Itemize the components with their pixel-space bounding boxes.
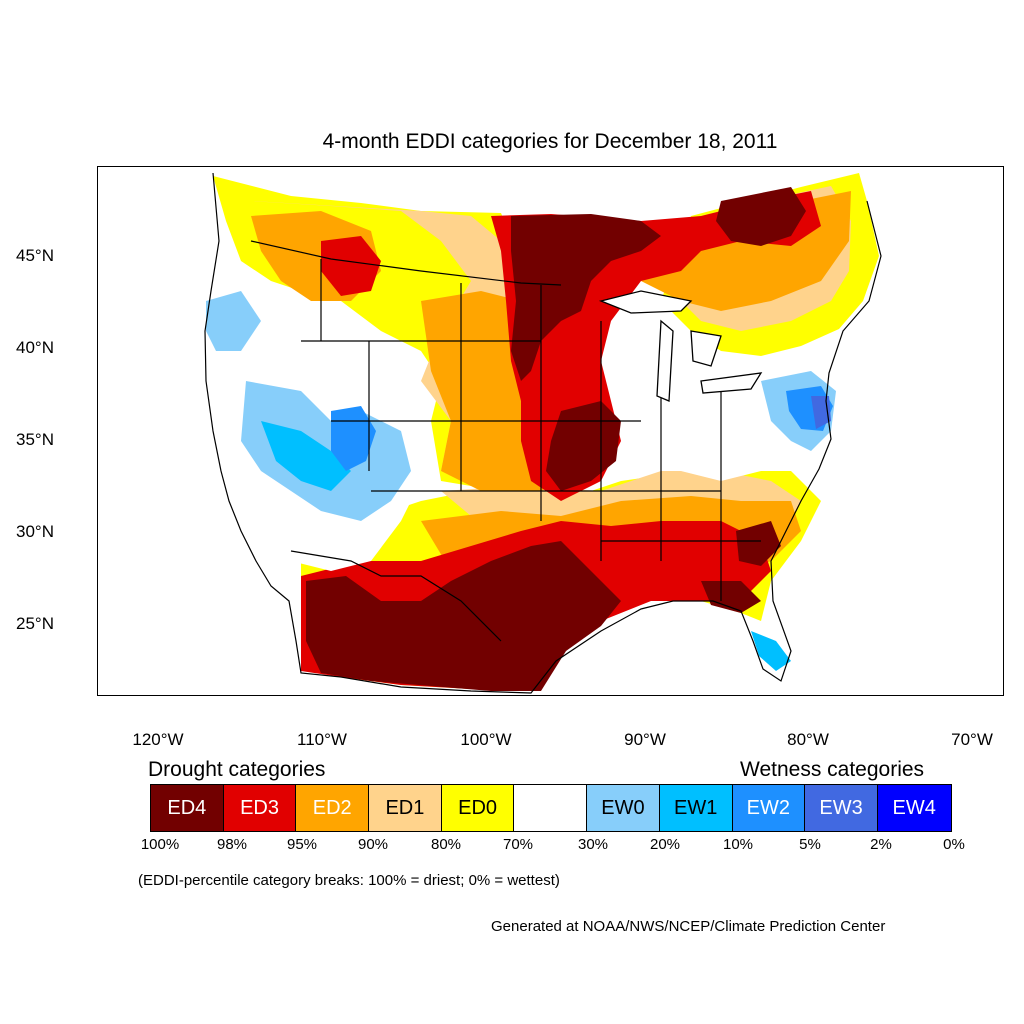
legend-swatch-ed4: ED4 — [151, 785, 224, 831]
ed4-region-mid — [546, 401, 621, 491]
pct-label: 30% — [577, 836, 609, 853]
pct-label: 100% — [140, 836, 180, 853]
legend-swatch-ew1: EW1 — [659, 785, 733, 831]
boundaries — [204, 172, 882, 694]
pct-label: 2% — [870, 836, 892, 853]
legend-swatch-ed2: ED2 — [296, 785, 370, 831]
state-line — [301, 259, 761, 601]
ed4-region-northeast — [716, 187, 806, 246]
lat-label-45: 45°N — [16, 246, 54, 265]
us-outline — [204, 172, 882, 694]
ew1-region-west — [261, 421, 351, 491]
pct-label: 20% — [649, 836, 681, 853]
legend-swatch-ed0: ED0 — [441, 785, 515, 831]
drought-header: Drought categories — [148, 758, 326, 781]
pct-label: 95% — [286, 836, 318, 853]
pct-label: 98% — [216, 836, 248, 853]
legend-swatch-ed3: ED3 — [223, 785, 297, 831]
lon-label-100: 100°W — [460, 730, 512, 749]
legend-swatch-ew4: EW4 — [877, 785, 951, 831]
ed4-region-north — [511, 214, 661, 381]
ed4-region-south — [306, 541, 621, 691]
ew0-region-pacific — [206, 291, 261, 351]
ew1-region-florida — [751, 631, 791, 671]
lon-label-90: 90°W — [624, 730, 666, 749]
great-lakes — [598, 290, 763, 402]
lat-label-40: 40°N — [16, 338, 54, 357]
neutral-region-mid — [621, 386, 671, 451]
pct-label: 70% — [502, 836, 534, 853]
legend-swatch-ew0: EW0 — [587, 785, 660, 831]
ed4-region-southeast — [701, 581, 761, 613]
lat-label-25: 25°N — [16, 614, 54, 633]
pct-label: 90% — [357, 836, 389, 853]
lon-label-110: 110°W — [297, 730, 347, 749]
wetness-header: Wetness categories — [740, 758, 925, 781]
ed3-region-west — [321, 236, 381, 296]
lon-label-120: 120°W — [132, 730, 184, 749]
canada-border — [250, 240, 562, 286]
lon-label-80: 80°W — [787, 730, 829, 749]
pct-label: 80% — [430, 836, 462, 853]
percentile-note: (EDDI-percentile category breaks: 100% =… — [138, 872, 560, 889]
pct-label: 0% — [943, 836, 965, 853]
pct-label: 10% — [722, 836, 754, 853]
legend-swatch-ew2: EW2 — [732, 785, 806, 831]
lon-label-70: 70°W — [951, 730, 993, 749]
category-legend: ED4 ED3 ED2 ED1 ED0 EW0 EW1 EW2 EW3 EW4 — [150, 784, 952, 832]
credit-line: Generated at NOAA/NWS/NCEP/Climate Predi… — [491, 918, 886, 935]
map-title: 4-month EDDI categories for December 18,… — [322, 130, 778, 153]
pct-label: 5% — [799, 836, 821, 853]
legend-swatch-ed1: ED1 — [369, 785, 442, 831]
legend-swatch-ew3: EW3 — [805, 785, 878, 831]
map-frame — [97, 166, 1004, 696]
ed4-region-carolina — [736, 521, 781, 566]
eddi-map — [204, 172, 882, 694]
lat-label-30: 30°N — [16, 522, 54, 541]
mexico-border — [290, 550, 502, 642]
ew2-region-west — [331, 406, 376, 471]
legend-swatch-neutral — [514, 785, 588, 831]
lat-label-35: 35°N — [16, 430, 54, 449]
